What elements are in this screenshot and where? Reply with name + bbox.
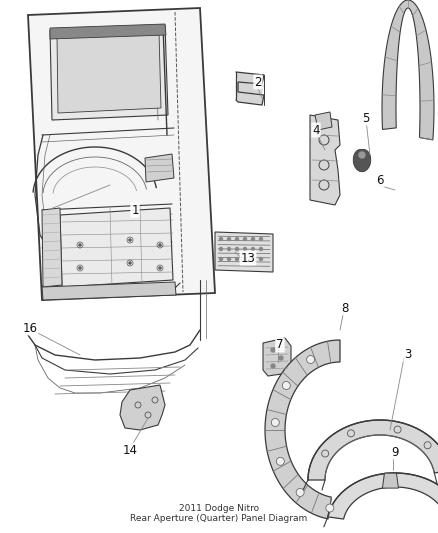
Circle shape (259, 247, 262, 251)
Polygon shape (42, 282, 176, 300)
Circle shape (259, 238, 262, 240)
Circle shape (283, 382, 290, 390)
Text: 4: 4 (312, 124, 320, 136)
Text: 16: 16 (22, 321, 38, 335)
Polygon shape (236, 82, 264, 94)
Circle shape (244, 238, 247, 240)
Circle shape (359, 152, 365, 158)
Polygon shape (120, 385, 165, 430)
Text: 14: 14 (123, 443, 138, 456)
Circle shape (326, 504, 334, 512)
Polygon shape (145, 154, 174, 182)
Circle shape (251, 257, 254, 261)
Polygon shape (328, 473, 438, 519)
Polygon shape (382, 473, 399, 488)
Polygon shape (50, 25, 168, 120)
Circle shape (129, 239, 131, 241)
Text: 5: 5 (362, 111, 370, 125)
Circle shape (129, 262, 131, 264)
Text: 8: 8 (341, 302, 349, 314)
Text: 2: 2 (254, 76, 262, 88)
Polygon shape (265, 340, 340, 519)
Circle shape (279, 356, 283, 360)
Polygon shape (215, 232, 273, 272)
Text: 13: 13 (240, 252, 255, 264)
Circle shape (271, 418, 279, 426)
Circle shape (227, 257, 230, 261)
Circle shape (227, 238, 230, 240)
Text: 1: 1 (131, 204, 139, 216)
Circle shape (296, 488, 304, 496)
Circle shape (219, 257, 223, 261)
Circle shape (307, 356, 314, 364)
Circle shape (79, 267, 81, 269)
Polygon shape (308, 420, 438, 480)
Polygon shape (60, 208, 173, 287)
Circle shape (251, 247, 254, 251)
Circle shape (219, 247, 223, 251)
Circle shape (219, 238, 223, 240)
Circle shape (159, 244, 161, 246)
Circle shape (159, 267, 161, 269)
Polygon shape (315, 112, 332, 130)
Circle shape (236, 257, 239, 261)
Text: 6: 6 (376, 174, 384, 187)
Polygon shape (42, 208, 62, 287)
Polygon shape (57, 32, 161, 113)
Polygon shape (310, 115, 340, 205)
Circle shape (271, 364, 275, 368)
Circle shape (236, 238, 239, 240)
Circle shape (236, 247, 239, 251)
Polygon shape (236, 92, 264, 104)
Circle shape (244, 247, 247, 251)
Polygon shape (263, 338, 291, 376)
Circle shape (271, 348, 275, 352)
Circle shape (227, 247, 230, 251)
Polygon shape (382, 0, 434, 140)
Text: 3: 3 (404, 349, 412, 361)
Circle shape (79, 244, 81, 246)
Polygon shape (50, 24, 166, 39)
Text: 2011 Dodge Nitro
Rear Aperture (Quarter) Panel Diagram: 2011 Dodge Nitro Rear Aperture (Quarter)… (131, 504, 307, 523)
Polygon shape (353, 149, 371, 172)
Text: 7: 7 (276, 338, 284, 351)
Circle shape (251, 238, 254, 240)
Polygon shape (28, 8, 215, 300)
Polygon shape (236, 72, 264, 84)
Circle shape (276, 457, 284, 465)
Circle shape (244, 257, 247, 261)
Circle shape (259, 257, 262, 261)
Text: 9: 9 (391, 446, 399, 458)
